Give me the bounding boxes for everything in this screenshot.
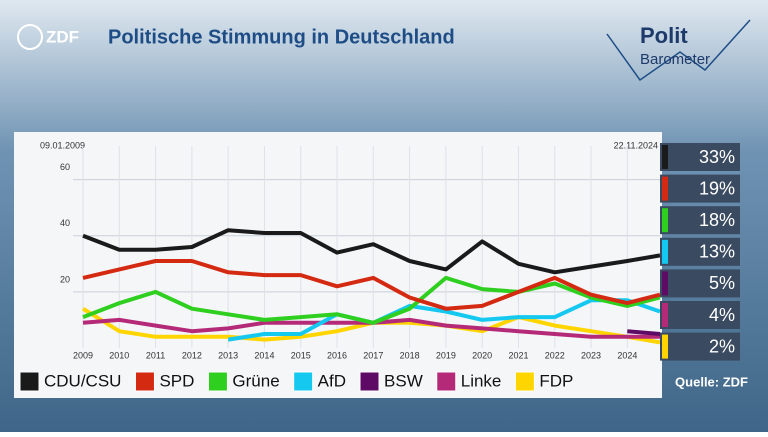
legend-label: FDP <box>539 371 573 390</box>
legend-swatch <box>293 371 314 392</box>
end-label-box <box>660 269 740 298</box>
logo-line <box>606 19 751 82</box>
legend-swatch <box>134 371 155 392</box>
x-tick-label: 2018 <box>400 350 420 360</box>
source: Quelle: ZDF <box>675 374 748 389</box>
start-date: 09.01.2009 <box>40 140 85 150</box>
end-label: 18% <box>699 210 735 230</box>
x-tick-label: 2013 <box>218 350 238 360</box>
x-tick-label: 2021 <box>508 350 528 360</box>
legend-swatch <box>19 371 40 392</box>
x-tick-label: 2010 <box>109 350 129 360</box>
x-tick-label: 2011 <box>146 350 165 360</box>
series-line <box>82 259 661 311</box>
x-tick-label: 2009 <box>73 350 93 360</box>
end-label-swatch <box>662 176 668 201</box>
end-label-swatch <box>662 239 668 264</box>
legend-label: SPD <box>159 371 194 390</box>
end-label-box <box>660 301 740 329</box>
end-label-box <box>660 174 740 203</box>
chart-panel <box>14 132 662 398</box>
legend-label: AfD <box>318 371 346 390</box>
x-tick-label: 2014 <box>254 350 274 360</box>
legend-swatch <box>207 371 228 392</box>
program-logo-bottom: Barometer <box>640 51 710 68</box>
x-tick-label: 2022 <box>545 350 565 360</box>
series-line <box>227 298 661 342</box>
legend-label: BSW <box>384 371 423 390</box>
logo-ring <box>17 24 43 50</box>
end-label: 19% <box>699 178 735 198</box>
y-tick-label: 60 <box>60 162 70 172</box>
x-tick-label: 2019 <box>436 350 456 360</box>
end-label: 2% <box>709 336 735 356</box>
chart-title: Politische Stimmung in Deutschland <box>108 26 455 48</box>
x-tick-label: 2017 <box>363 350 383 360</box>
end-label: 4% <box>709 305 735 325</box>
x-tick-label: 2024 <box>617 350 637 360</box>
end-label-swatch <box>662 145 668 169</box>
legend-swatch <box>359 371 380 392</box>
end-label: 33% <box>699 147 735 167</box>
x-tick-label: 2023 <box>581 350 601 360</box>
broadcaster-logo: ZDF <box>46 27 79 46</box>
end-label: 13% <box>699 242 735 262</box>
legend-swatch <box>436 371 457 392</box>
end-label-box <box>660 332 740 361</box>
legend-label: CDU/CSU <box>44 371 121 390</box>
end-label-box <box>660 206 740 235</box>
end-label-box <box>660 237 740 266</box>
end-label-box <box>660 143 740 171</box>
end-label-swatch <box>662 208 668 233</box>
end-date: 22.11.2024 <box>614 140 658 150</box>
y-tick-label: 20 <box>60 274 70 284</box>
x-tick-label: 2015 <box>291 350 311 360</box>
series-line <box>627 329 661 336</box>
end-label-swatch <box>662 271 668 296</box>
y-tick-label: 40 <box>60 218 70 228</box>
end-label: 5% <box>709 273 735 293</box>
series-line <box>82 228 661 275</box>
series-line <box>82 275 661 325</box>
x-tick-label: 2016 <box>327 350 347 360</box>
legend-label: Grüne <box>232 371 279 390</box>
program-logo-top: Polit <box>640 23 688 48</box>
end-label-swatch <box>662 303 668 327</box>
x-tick-label: 2020 <box>472 350 492 360</box>
x-tick-label: 2012 <box>182 350 202 360</box>
legend-label: Linke <box>461 371 502 390</box>
legend-swatch <box>514 371 535 392</box>
end-label-swatch <box>662 334 668 359</box>
